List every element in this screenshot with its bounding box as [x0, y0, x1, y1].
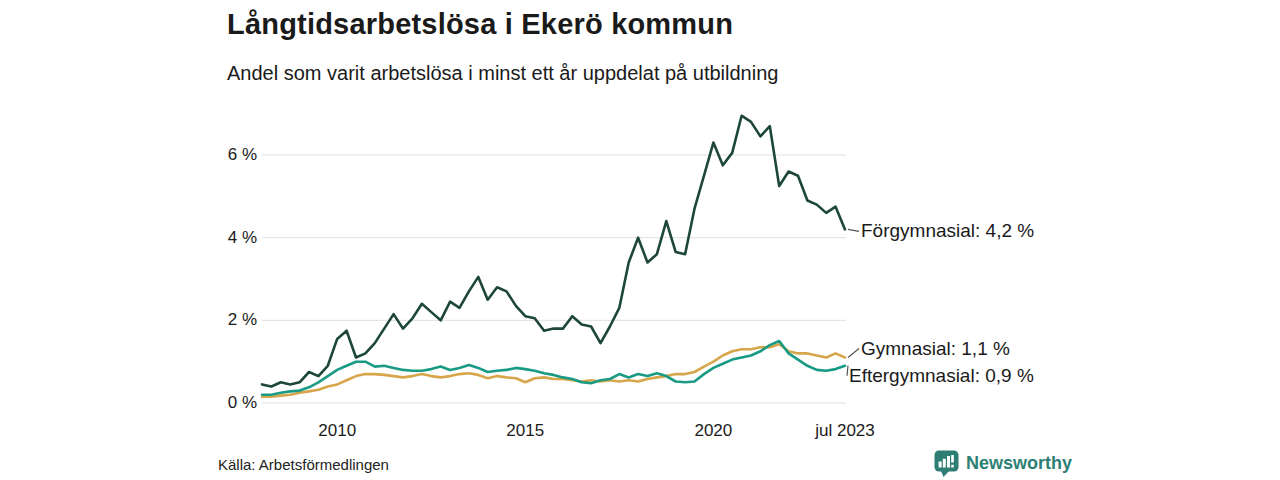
chart-page: Långtidsarbetslösa i Ekerö kommun Andel …	[0, 0, 1280, 480]
y-tick-label: 0 %	[0, 392, 257, 414]
newsworthy-logo-icon	[934, 450, 959, 477]
plot-area: 0 % 2 % 4 % 6 % 2010 2015 2020 jul 2023 Förgym…	[0, 0, 1280, 480]
series-label-connector	[847, 366, 848, 376]
newsworthy-logo[interactable]: Newsworthy	[934, 450, 1072, 477]
y-tick-label: 4 %	[0, 227, 257, 249]
series-label-connector	[848, 229, 859, 231]
newsworthy-logo-text: Newsworthy	[966, 453, 1072, 474]
y-tick-label: 2 %	[0, 309, 257, 331]
x-tick-label: 2010	[282, 421, 392, 441]
source-note: Källa: Arbetsförmedlingen	[218, 456, 389, 473]
series-label-connector	[848, 349, 859, 358]
x-tick-label: jul 2023	[790, 421, 900, 441]
y-tick-label: 6 %	[0, 144, 257, 166]
series-label-gymnasial: Gymnasial: 1,1 %	[861, 336, 1010, 362]
series-label-eftergymnasial: Eftergymnasial: 0,9 %	[849, 363, 1034, 389]
x-tick-label: 2020	[658, 421, 768, 441]
series-label-forgymnasial: Förgymnasial: 4,2 %	[861, 218, 1034, 244]
series-line-forgymnasial	[262, 116, 845, 387]
x-tick-label: 2015	[470, 421, 580, 441]
